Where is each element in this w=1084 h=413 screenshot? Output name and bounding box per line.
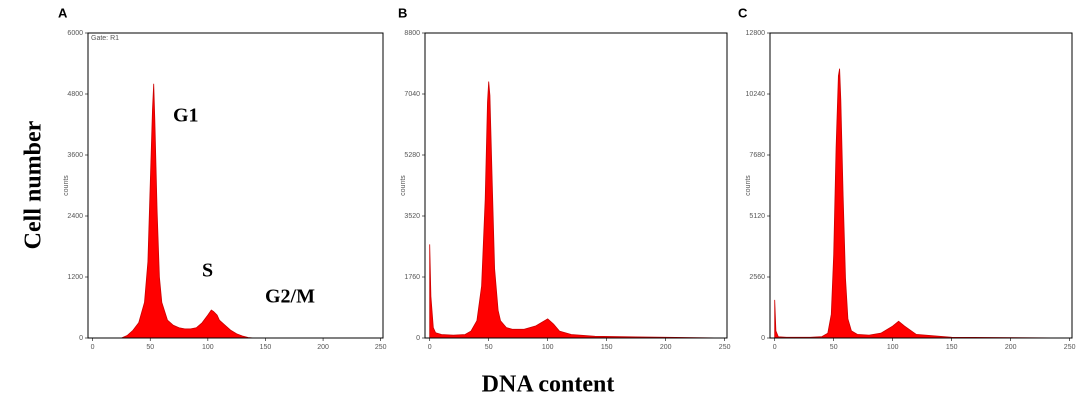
x-tick-label: 150 [601, 344, 613, 351]
x-tick-label: 50 [146, 344, 154, 351]
panel-label: C [738, 5, 748, 20]
panel-label: A [58, 5, 68, 20]
x-tick-label: 100 [887, 344, 899, 351]
plot-frame [87, 32, 384, 339]
y-axis-title: Cell number [21, 120, 47, 249]
y-tick-label: 10240 [746, 91, 766, 98]
y-tick-label: 5120 [749, 213, 765, 220]
y-tick-label: 7040 [404, 91, 420, 98]
plot-frame [424, 32, 728, 339]
histogram-area [121, 83, 254, 339]
annotation: S [202, 260, 213, 282]
x-tick-label: 200 [1005, 344, 1017, 351]
y-tick-label: 8800 [404, 30, 420, 37]
y-tick-label: 0 [416, 335, 420, 342]
histogram-area [429, 81, 725, 339]
histogram-area [774, 68, 1070, 339]
y-axis-label: counts [745, 175, 752, 196]
x-tick-label: 250 [719, 344, 731, 351]
y-tick-label: 0 [79, 335, 83, 342]
y-axis-label: counts [63, 175, 70, 196]
y-tick-label: 3600 [67, 152, 83, 159]
x-tick-label: 250 [375, 344, 387, 351]
y-tick-label: 1760 [404, 274, 420, 281]
x-tick-label: 0 [428, 344, 432, 351]
x-tick-label: 200 [317, 344, 329, 351]
x-axis-title: DNA content [482, 372, 615, 398]
y-tick-label: 12800 [746, 30, 766, 37]
y-tick-label: 2560 [749, 274, 765, 281]
x-tick-label: 50 [830, 344, 838, 351]
y-tick-label: 6000 [67, 30, 83, 37]
y-tick-label: 7680 [749, 152, 765, 159]
plot-frame [769, 32, 1073, 339]
x-tick-label: 0 [773, 344, 777, 351]
x-tick-label: 50 [485, 344, 493, 351]
panel-label: B [398, 5, 407, 20]
x-tick-label: 200 [660, 344, 672, 351]
x-tick-label: 100 [542, 344, 554, 351]
x-tick-label: 150 [946, 344, 958, 351]
x-tick-label: 150 [260, 344, 272, 351]
y-tick-label: 5280 [404, 152, 420, 159]
y-tick-label: 3520 [404, 213, 420, 220]
x-tick-label: 100 [202, 344, 214, 351]
annotation: G1 [173, 105, 199, 127]
y-tick-label: 4800 [67, 91, 83, 98]
gate-label: Gate: R1 [91, 35, 119, 42]
y-tick-label: 1200 [67, 274, 83, 281]
annotation: G2/M [265, 286, 315, 308]
x-tick-label: 0 [91, 344, 95, 351]
y-tick-label: 2400 [67, 213, 83, 220]
x-tick-label: 250 [1064, 344, 1076, 351]
y-axis-label: counts [400, 175, 407, 196]
y-tick-label: 0 [761, 335, 765, 342]
